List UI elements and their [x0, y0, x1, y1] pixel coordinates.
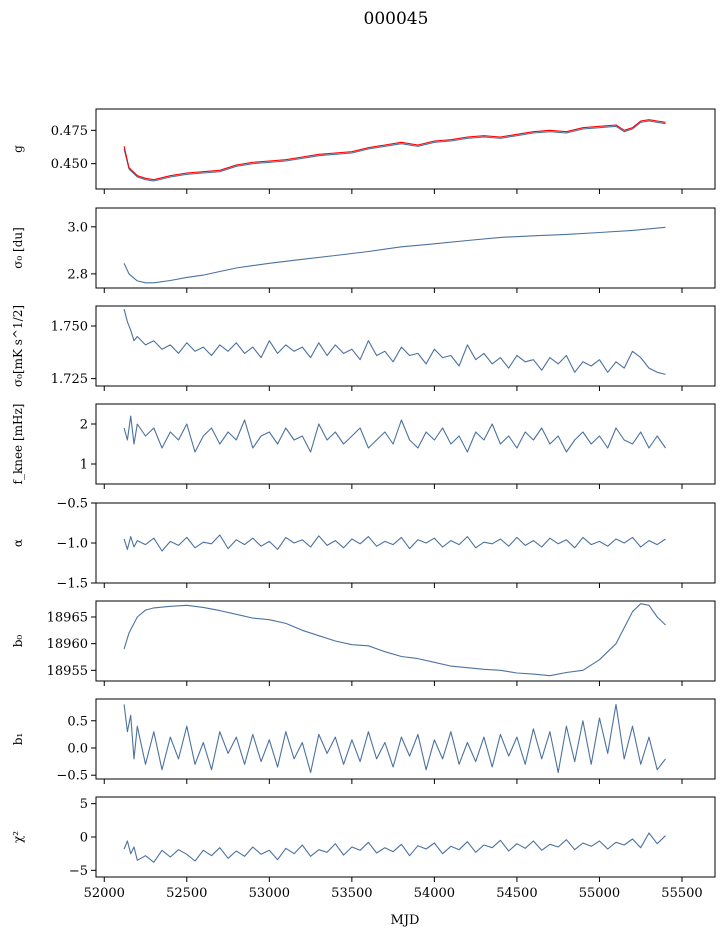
y-tick-label-6-0: −0.5	[56, 769, 88, 784]
y-tick-label-4-1: −1.0	[56, 537, 88, 552]
x-tick-label-5: 54500	[496, 886, 537, 901]
figure-title: 000045	[364, 9, 429, 29]
series-line-2-0	[123, 309, 666, 375]
y-tick-label-5-0: 18955	[47, 664, 88, 679]
series-line-6-0	[123, 703, 666, 774]
panel-2: 1.725 1.750 σ₀[mK s^1/2]	[11, 305, 716, 391]
axes-frame-3	[95, 403, 716, 485]
series-line-7-0	[123, 832, 666, 863]
y-axis-label-5: b₀	[11, 635, 25, 648]
y-axis-label-6: b₁	[11, 733, 25, 746]
y-tick-label-4-2: −0.5	[56, 497, 88, 512]
y-tick-label-5-2: 18965	[47, 611, 88, 626]
panel-7: −5 0 5 χ²	[11, 796, 716, 882]
y-tick-label-5-1: 18960	[47, 637, 88, 652]
x-tick-label-7: 55500	[661, 886, 702, 901]
axes-frame-6	[95, 698, 716, 780]
y-tick-label-7-0: −5	[69, 864, 88, 879]
x-axis-label: MJD	[391, 913, 420, 928]
axes-frame-7	[95, 796, 716, 878]
y-axis-label-3: f_knee [mHz]	[11, 404, 25, 485]
y-tick-label-3-1: 2	[80, 418, 88, 433]
panel-1: 2.8 3.0 σ₀ [du]	[11, 207, 716, 293]
y-tick-label-0-1: 0.475	[51, 124, 88, 139]
y-axis-label-0: g	[11, 145, 25, 153]
y-tick-label-2-1: 1.750	[51, 320, 88, 335]
axes-frame-0	[95, 108, 716, 190]
panel-5: 18955 18960 18965 b₀	[11, 600, 716, 686]
series-line-5-0	[123, 603, 666, 677]
series-line-0-1	[123, 119, 666, 181]
x-axis: 52000 52500 53000 53500 54000 54500 55000 55500	[84, 886, 703, 901]
y-tick-label-6-2: 0.5	[67, 714, 88, 729]
y-tick-label-0-0: 0.450	[51, 157, 88, 172]
panel-0: 0.450 0.475 g	[11, 108, 716, 194]
y-axis-label-4: α	[11, 539, 25, 547]
x-tick-label-3: 53500	[331, 886, 372, 901]
y-axis-label-1: σ₀ [du]	[11, 227, 25, 269]
y-tick-label-6-1: 0.0	[67, 741, 88, 756]
x-tick-label-4: 54000	[414, 886, 455, 901]
series-line-4-0	[123, 534, 666, 552]
x-tick-label-2: 53000	[249, 886, 290, 901]
panel-4: −1.5 −1.0 −0.5 α	[11, 497, 716, 592]
y-tick-label-1-1: 3.0	[67, 220, 88, 235]
series-line-0-0	[123, 120, 666, 182]
y-tick-label-7-1: 0	[80, 831, 88, 846]
panel-3: 1 2 f_knee [mHz]	[11, 403, 716, 489]
y-tick-label-1-0: 2.8	[67, 267, 88, 282]
axes-frame-2	[95, 305, 716, 387]
series-line-1-0	[123, 226, 666, 284]
series-line-3-0	[123, 415, 666, 453]
y-axis-label-7: χ²	[11, 831, 25, 843]
y-tick-label-4-0: −1.5	[56, 577, 88, 592]
x-tick-label-1: 52500	[166, 886, 207, 901]
axes-frame-1	[95, 207, 716, 289]
axes-frame-5	[95, 600, 716, 682]
y-tick-label-2-0: 1.725	[51, 372, 88, 387]
y-tick-label-3-0: 1	[80, 458, 88, 473]
x-tick-label-0: 52000	[84, 886, 125, 901]
panels: 0.450 0.475 g 2.8 3.0 σ₀ [du] 1.725 1.750 σ₀[mK …	[11, 108, 716, 882]
panel-6: −0.5 0.0 0.5 b₁	[11, 698, 716, 784]
x-tick-label-6: 55000	[579, 886, 620, 901]
y-tick-label-7-2: 5	[80, 797, 88, 812]
y-axis-label-2: σ₀[mK s^1/2]	[11, 305, 25, 387]
